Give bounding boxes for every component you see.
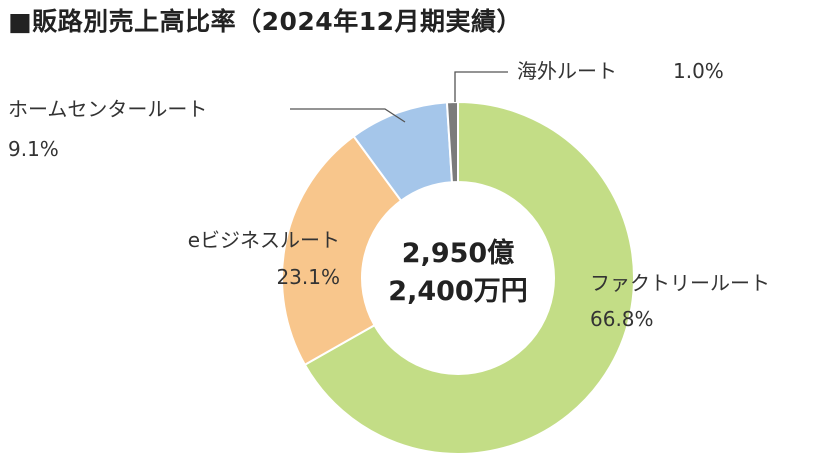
center-text-line-2: 2,400万円	[388, 276, 527, 307]
slice-label-ebusiness: eビジネスルート	[188, 228, 340, 252]
slice-label-factory: ファクトリールート	[590, 271, 770, 295]
slice-value-factory: 66.8%	[590, 307, 654, 331]
leader-line-overseas	[454, 71, 508, 102]
leader-line-homecenter	[290, 108, 406, 123]
center-text-line-1: 2,950億	[402, 238, 514, 269]
slices-group	[281, 100, 635, 455]
slice-value-ebusiness: 23.1%	[276, 265, 340, 289]
slice-overseas	[445, 100, 459, 184]
slice-label-overseas: 海外ルート	[517, 59, 617, 83]
leader-lines	[290, 71, 508, 123]
chart-title: ■販路別売上高比率（2024年12月期実績）	[8, 7, 522, 36]
slice-factory	[303, 100, 635, 455]
slice-ebusiness	[281, 134, 403, 367]
slice-label-homecenter: ホームセンタールート	[8, 97, 207, 121]
slice-value-overseas: 1.0%	[673, 59, 724, 83]
slice-value-homecenter: 9.1%	[8, 137, 59, 161]
